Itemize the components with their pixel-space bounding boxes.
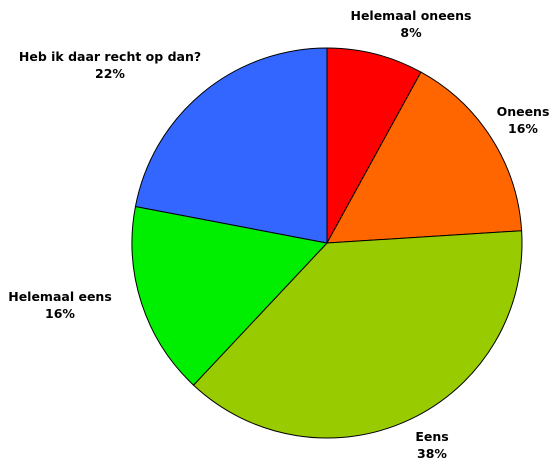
slice-label-heb-ik-daar-recht-op-dan: Heb ik daar recht op dan? [19, 49, 201, 64]
pie-slice-oneens [326, 71, 523, 244]
slice-label-eens: Eens [415, 429, 448, 444]
slice-label-helemaal-eens: Helemaal eens [8, 289, 112, 304]
slice-label-oneens: Oneens [497, 104, 550, 119]
slice-percent-helemaal-oneens: 8% [400, 25, 422, 40]
slice-label-helemaal-oneens: Helemaal oneens [350, 8, 471, 23]
slice-percent-eens: 38% [417, 446, 447, 461]
pie-slice-helemaal-oneens [326, 47, 422, 244]
pie-slices [131, 47, 523, 439]
slice-percent-helemaal-eens: 16% [45, 306, 75, 321]
pie-slice-helemaal-eens [131, 205, 328, 386]
pie-slice-eens [192, 230, 523, 439]
slice-percent-heb-ik-daar-recht-op-dan: 22% [95, 66, 125, 81]
pie-slice-heb-ik-daar-recht-op-dan [134, 47, 328, 244]
slice-percent-oneens: 16% [508, 121, 538, 136]
pie-labels: Helemaal oneens 8% Oneens 16% Eens 38% Helemaa… [8, 8, 549, 461]
